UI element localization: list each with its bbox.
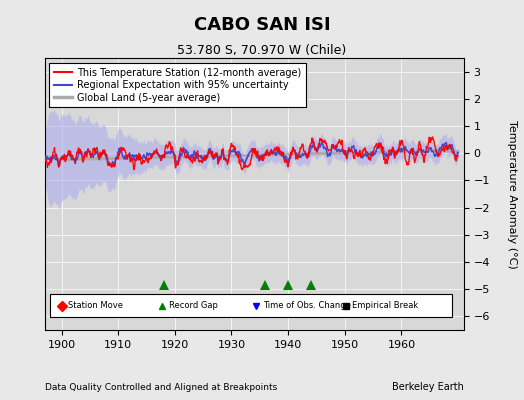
Text: 53.780 S, 70.970 W (Chile): 53.780 S, 70.970 W (Chile) (178, 44, 346, 57)
Text: CABO SAN ISI: CABO SAN ISI (194, 16, 330, 34)
Text: Empirical Break: Empirical Break (353, 301, 419, 310)
Text: Data Quality Controlled and Aligned at Breakpoints: Data Quality Controlled and Aligned at B… (45, 383, 277, 392)
Text: Station Move: Station Move (68, 301, 123, 310)
Y-axis label: Temperature Anomaly (°C): Temperature Anomaly (°C) (507, 120, 517, 268)
FancyBboxPatch shape (50, 294, 452, 317)
Legend: This Temperature Station (12-month average), Regional Expectation with 95% uncer: This Temperature Station (12-month avera… (49, 63, 305, 108)
Text: Record Gap: Record Gap (169, 301, 218, 310)
Text: Berkeley Earth: Berkeley Earth (392, 382, 464, 392)
Text: Time of Obs. Change: Time of Obs. Change (263, 301, 351, 310)
